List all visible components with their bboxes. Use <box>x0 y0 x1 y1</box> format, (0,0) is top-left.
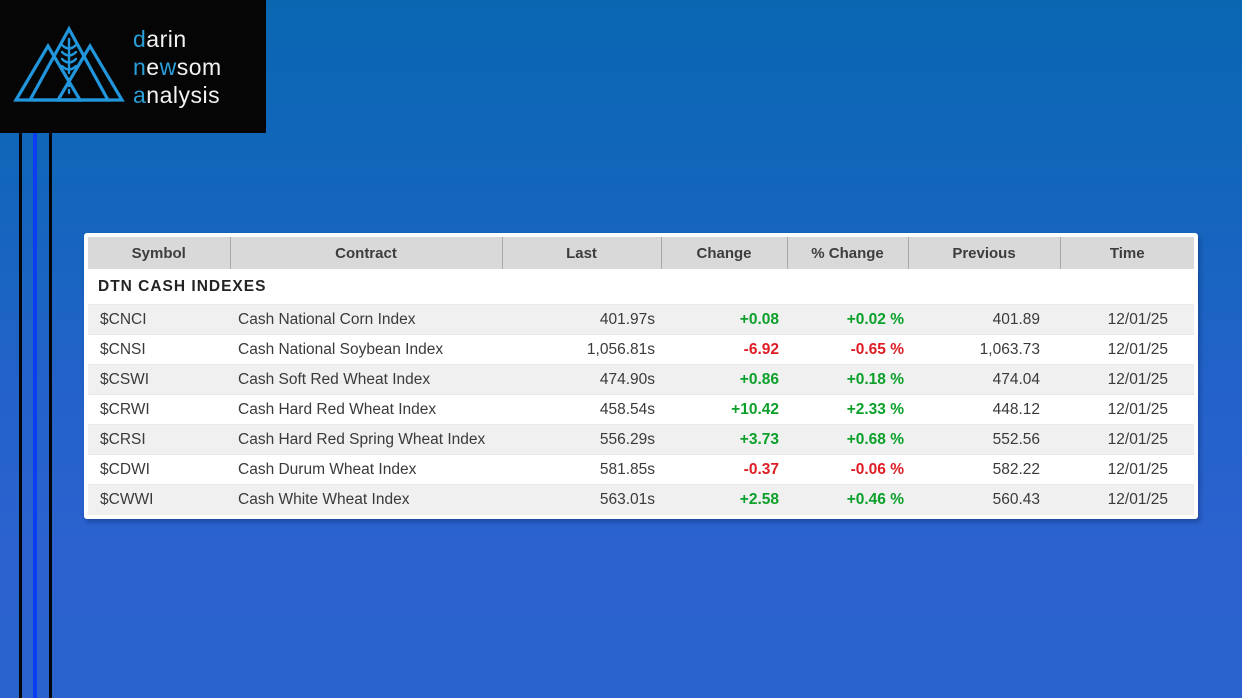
quote-table-header-row: Symbol Contract Last Change% Change Previous… <box>88 237 1194 269</box>
quote-row-cwwi[interactable]: $CWWI Cash White Wheat Index 563.01s +2.58 +… <box>88 484 1194 515</box>
quote-table: Symbol Contract Last Change% Change Previous… <box>88 237 1194 515</box>
prev-cell: 448.12 <box>908 394 1060 425</box>
symbol-cell: $CRSI <box>88 424 230 455</box>
column-header-last[interactable]: Last <box>501 237 661 269</box>
quote-row-crsi[interactable]: $CRSI Cash Hard Red Spring Wheat Index 556… <box>88 424 1194 455</box>
dna-logo: darin newsom analysis <box>0 0 266 133</box>
symbol-cell: $CNCI <box>88 304 230 335</box>
column-header-time[interactable]: Time <box>1059 237 1194 269</box>
time-cell: 12/01/25 <box>1060 454 1194 485</box>
prev-cell: 560.43 <box>908 484 1060 515</box>
symbol-cell: $CSWI <box>88 364 230 395</box>
prev-cell: 401.89 <box>908 304 1060 335</box>
prev-cell: 474.04 <box>908 364 1060 395</box>
quote-row-crwi[interactable]: $CRWI Cash Hard Red Wheat Index 458.54s +10… <box>88 394 1194 425</box>
column-header-symbol[interactable]: Symbol <box>88 237 230 269</box>
pct-cell: +0.18 % <box>787 364 908 395</box>
pct-cell: -0.06 % <box>787 454 908 485</box>
pct-cell: +0.68 % <box>787 424 908 455</box>
quote-row-cdwi[interactable]: $CDWI Cash Durum Wheat Index 581.85s -0.37-… <box>88 454 1194 485</box>
time-cell: 12/01/25 <box>1060 304 1194 335</box>
contract-cell: Cash Hard Red Wheat Index <box>230 394 502 425</box>
change-cell: +2.58 <box>661 484 787 515</box>
column-header-contract[interactable]: Contract <box>229 237 502 269</box>
pct-cell: -0.65 % <box>787 334 908 365</box>
contract-cell: Cash National Corn Index <box>230 304 502 335</box>
logo-line: darin <box>133 25 187 52</box>
contract-cell: Cash Hard Red Spring Wheat Index <box>230 424 502 455</box>
background-stripe-dark-left <box>19 133 22 698</box>
prev-cell: 552.56 <box>908 424 1060 455</box>
mountains-wheat-icon <box>13 25 125 102</box>
prev-cell: 1,063.73 <box>908 334 1060 365</box>
contract-cell: Cash Durum Wheat Index <box>230 454 502 485</box>
background-stripe-dark-right <box>49 133 52 698</box>
time-cell: 12/01/25 <box>1060 394 1194 425</box>
logo-line: newsom <box>133 53 222 80</box>
last-cell: 563.01s <box>502 484 661 515</box>
prev-cell: 582.22 <box>908 454 1060 485</box>
column-header-change[interactable]: Change <box>660 237 787 269</box>
background-stripe-bright-blue <box>33 133 37 698</box>
logo-text: darin newsom analysis <box>133 25 222 109</box>
quote-row-cnci[interactable]: $CNCI Cash National Corn Index 401.97s +0.0… <box>88 304 1194 335</box>
quote-table-panel: Symbol Contract Last Change% Change Previous… <box>84 233 1198 519</box>
last-cell: 1,056.81s <box>502 334 661 365</box>
quote-row-cswi[interactable]: $CSWI Cash Soft Red Wheat Index 474.90s +0.… <box>88 364 1194 395</box>
section-title: DTN CASH INDEXES <box>88 269 1194 305</box>
last-cell: 458.54s <box>502 394 661 425</box>
symbol-cell: $CWWI <box>88 484 230 515</box>
contract-cell: Cash White Wheat Index <box>230 484 502 515</box>
logo-line: analysis <box>133 81 221 108</box>
symbol-cell: $CRWI <box>88 394 230 425</box>
section-row: DTN CASH INDEXES <box>88 269 1194 305</box>
last-cell: 556.29s <box>502 424 661 455</box>
last-cell: 581.85s <box>502 454 661 485</box>
column-header-change[interactable]: % Change <box>786 237 908 269</box>
pct-cell: +2.33 % <box>787 394 908 425</box>
symbol-cell: $CNSI <box>88 334 230 365</box>
change-cell: -6.92 <box>661 334 787 365</box>
last-cell: 401.97s <box>502 304 661 335</box>
pct-cell: +0.02 % <box>787 304 908 335</box>
time-cell: 12/01/25 <box>1060 364 1194 395</box>
change-cell: +3.73 <box>661 424 787 455</box>
change-cell: +10.42 <box>661 394 787 425</box>
last-cell: 474.90s <box>502 364 661 395</box>
contract-cell: Cash Soft Red Wheat Index <box>230 364 502 395</box>
quote-row-cnsi[interactable]: $CNSI Cash National Soybean Index 1,056.81… <box>88 334 1194 365</box>
change-cell: -0.37 <box>661 454 787 485</box>
symbol-cell: $CDWI <box>88 454 230 485</box>
pct-cell: +0.46 % <box>787 484 908 515</box>
change-cell: +0.86 <box>661 364 787 395</box>
change-cell: +0.08 <box>661 304 787 335</box>
time-cell: 12/01/25 <box>1060 424 1194 455</box>
contract-cell: Cash National Soybean Index <box>230 334 502 365</box>
time-cell: 12/01/25 <box>1060 334 1194 365</box>
column-header-previous[interactable]: Previous <box>907 237 1060 269</box>
time-cell: 12/01/25 <box>1060 484 1194 515</box>
